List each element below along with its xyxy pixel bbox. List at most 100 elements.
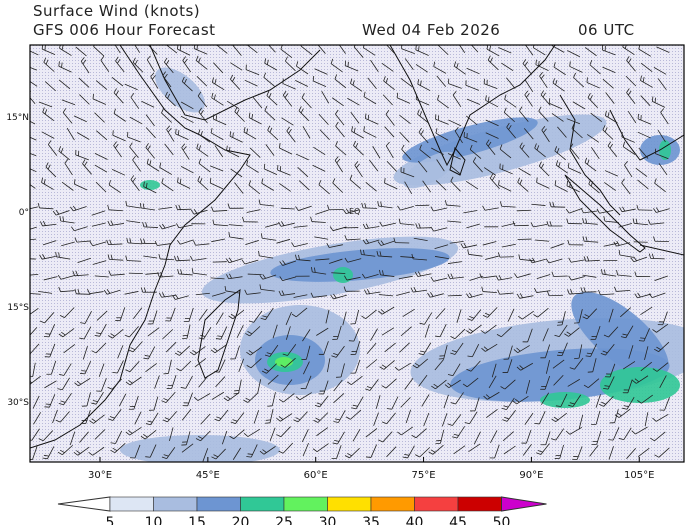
wind-barb bbox=[334, 160, 344, 173]
wind-barb bbox=[585, 259, 600, 262]
wind-barb bbox=[316, 427, 329, 437]
wind-barb bbox=[168, 427, 174, 442]
wind-barb bbox=[196, 75, 208, 87]
wind-barb bbox=[48, 323, 56, 338]
wind-barb bbox=[587, 134, 600, 143]
wind-barb bbox=[591, 147, 600, 160]
wind-barb bbox=[265, 144, 275, 156]
wind-barb bbox=[238, 358, 245, 373]
wind-barb bbox=[301, 97, 312, 109]
wind-barb bbox=[506, 127, 516, 139]
wind-barb bbox=[471, 309, 482, 321]
wind-barb bbox=[30, 327, 38, 336]
wind-barb bbox=[596, 430, 602, 445]
wind-barb bbox=[333, 379, 343, 392]
wind-barb bbox=[637, 118, 652, 125]
wind-barb bbox=[42, 240, 57, 246]
wind-barb bbox=[116, 360, 124, 374]
wind-barb bbox=[66, 127, 75, 141]
wind-barb bbox=[161, 112, 172, 123]
wind-barb bbox=[149, 444, 157, 458]
wind-barb bbox=[61, 181, 74, 191]
wind-barb bbox=[211, 291, 226, 297]
wind-barb bbox=[145, 114, 155, 127]
wind-barb bbox=[587, 97, 598, 108]
wind-barb bbox=[279, 147, 293, 155]
forecast-subtitle: GFS 006 Hour Forecast bbox=[33, 21, 216, 39]
wind-barb bbox=[569, 147, 580, 160]
wind-barb bbox=[474, 397, 480, 411]
wind-barb bbox=[112, 134, 126, 142]
wind-barb bbox=[544, 375, 551, 390]
wind-barb bbox=[501, 205, 516, 208]
wind-barb bbox=[296, 259, 311, 262]
wind-barb bbox=[375, 395, 381, 409]
wind-barb bbox=[595, 394, 601, 408]
wind-barb bbox=[182, 60, 191, 73]
wind-barb bbox=[386, 45, 395, 54]
wind-barb bbox=[305, 375, 312, 389]
wind-barb bbox=[248, 184, 261, 195]
wind-barb bbox=[538, 165, 550, 177]
wind-barb bbox=[233, 429, 245, 440]
wind-barb bbox=[130, 179, 140, 191]
wind-barb bbox=[269, 427, 276, 441]
wind-barb bbox=[165, 341, 177, 353]
wind-barb bbox=[524, 79, 534, 93]
wind-barb bbox=[441, 413, 448, 427]
wind-barb bbox=[42, 111, 55, 122]
wind-barb bbox=[78, 378, 91, 387]
wind-barb bbox=[30, 81, 38, 87]
colorbar-label: 35 bbox=[362, 515, 380, 525]
colorbar-low-arrow bbox=[57, 496, 111, 512]
wind-barb bbox=[627, 110, 637, 124]
wind-barb bbox=[195, 292, 210, 296]
wind-barb bbox=[637, 131, 651, 139]
wind-barb bbox=[295, 153, 309, 161]
colorbar-segment bbox=[370, 496, 415, 512]
wind-barb bbox=[111, 169, 126, 176]
wind-barb bbox=[608, 308, 614, 323]
wind-barb bbox=[232, 447, 242, 460]
wind-barb bbox=[468, 253, 483, 257]
colorbar-segment bbox=[196, 496, 241, 512]
wind-barb bbox=[60, 290, 75, 293]
wind-barb bbox=[317, 45, 326, 54]
wind-barb bbox=[552, 82, 565, 92]
wind-barb bbox=[211, 391, 225, 400]
wind-barb bbox=[126, 220, 141, 224]
wind-barb bbox=[481, 275, 496, 279]
wind-barb bbox=[41, 182, 54, 190]
wind-barb bbox=[269, 344, 279, 357]
wind-barb bbox=[602, 78, 614, 89]
wind-barb bbox=[658, 163, 668, 176]
wind-barb bbox=[599, 209, 614, 214]
wind-barb bbox=[74, 183, 88, 191]
wind-barb bbox=[643, 328, 650, 342]
wind-barb bbox=[47, 144, 58, 156]
wind-barb bbox=[301, 429, 309, 443]
wind-barb bbox=[211, 238, 226, 243]
wind-barb bbox=[625, 325, 634, 338]
wind-barb bbox=[58, 150, 70, 161]
wind-barb bbox=[42, 223, 57, 227]
wind-barb bbox=[381, 306, 395, 315]
wind-barb bbox=[198, 163, 211, 173]
wind-barb bbox=[113, 92, 124, 104]
wind-barb bbox=[657, 78, 667, 91]
wind-barb bbox=[447, 294, 462, 297]
wind-barb bbox=[333, 294, 347, 300]
wind-barb bbox=[541, 392, 550, 405]
wind-barb bbox=[662, 311, 668, 325]
wind-barb bbox=[280, 222, 295, 227]
wind-barb bbox=[143, 255, 158, 259]
wind-barb bbox=[325, 309, 330, 324]
wind-barb bbox=[264, 110, 276, 121]
wind-barb bbox=[536, 290, 551, 293]
wind-barb bbox=[213, 224, 228, 227]
wind-barb bbox=[329, 244, 344, 248]
wind-barb bbox=[534, 147, 546, 158]
wind-barb bbox=[346, 276, 361, 281]
wind-barb bbox=[89, 291, 104, 295]
wind-barb bbox=[347, 258, 362, 263]
